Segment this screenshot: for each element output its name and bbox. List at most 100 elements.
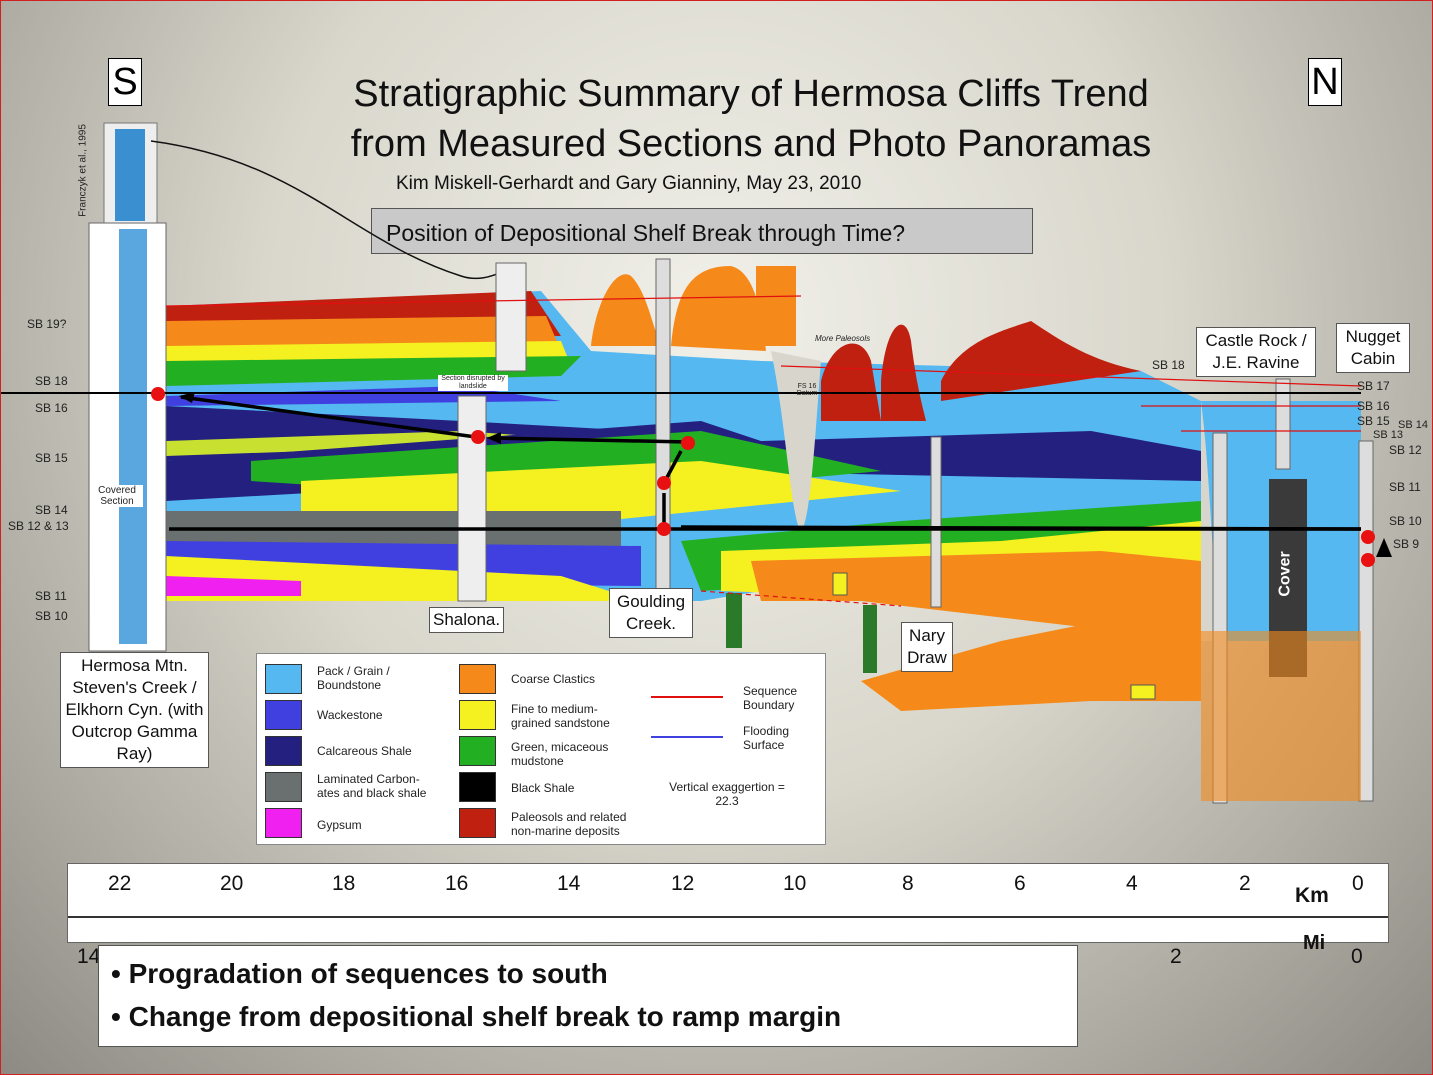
goulding-log bbox=[655, 258, 671, 590]
km-tick-4: 4 bbox=[1126, 872, 1138, 895]
legend-swatch-wackestone bbox=[265, 700, 302, 730]
shelf-break-point-2 bbox=[471, 430, 485, 444]
peak-2 bbox=[671, 266, 766, 351]
legend-label-laminated: Laminated Carbon-ates and black shale bbox=[317, 772, 427, 800]
arrowhead-hermosa bbox=[179, 392, 195, 403]
castle-rock-upper-log bbox=[1275, 378, 1291, 470]
sb-right-11: SB 11 bbox=[1389, 480, 1421, 494]
legend-label-paleosol: Paleosols and related non-marine deposit… bbox=[511, 810, 627, 838]
sb-left-16: SB 16 bbox=[35, 401, 68, 415]
sb-right-9: SB 9 bbox=[1393, 537, 1420, 551]
cross-section-diagram bbox=[1, 122, 1392, 804]
coarse-fan bbox=[861, 601, 1201, 711]
sb-right-10: SB 10 bbox=[1389, 514, 1422, 528]
sequence-boundary-lines bbox=[165, 295, 1362, 607]
arrow-goulding-shalona bbox=[490, 436, 689, 444]
shelf-break-arrows bbox=[1, 387, 1392, 567]
sb-left-12-13: SB 12 & 13 bbox=[8, 519, 69, 533]
legend-label-flooding: Flooding Surface bbox=[743, 724, 790, 752]
nugget-section-label: Nugget Cabin bbox=[1336, 323, 1410, 373]
legend-swatch-sandstone bbox=[459, 700, 496, 730]
bullet-2: • Change from depositional shelf break t… bbox=[111, 1001, 842, 1032]
km-tick-8: 8 bbox=[902, 872, 914, 895]
km-tick-12: 12 bbox=[671, 872, 695, 895]
legend-label-black-shale: Black Shale bbox=[511, 781, 575, 795]
hermosa-log-fill bbox=[119, 229, 147, 644]
section-logs bbox=[88, 222, 1374, 804]
legend-label-coarse: Coarse Clastics bbox=[511, 672, 596, 686]
page-title: Stratigraphic Summary of Hermosa Cliffs … bbox=[251, 69, 1251, 169]
km-tick-20: 20 bbox=[220, 872, 244, 895]
mi-tick-0: 0 bbox=[1351, 945, 1363, 968]
legend-label-mudstone: Green, micaceous mudstone bbox=[511, 740, 609, 768]
north-direction: N bbox=[1308, 58, 1342, 106]
goulding-lower-log bbox=[726, 593, 742, 648]
km-tick-2: 2 bbox=[1239, 872, 1251, 895]
legend-label-calcareous: Calcareous Shale bbox=[317, 744, 412, 758]
peak-2-side bbox=[756, 266, 796, 346]
paleosols-label: More Paleosols bbox=[815, 334, 871, 343]
exaggeration-label: Vertical exaggertion = 22.3 bbox=[669, 780, 785, 808]
castle-rock-section-label: Castle Rock / J.E. Ravine bbox=[1196, 327, 1316, 377]
sb17-line bbox=[780, 365, 1362, 387]
title-line-1: Stratigraphic Summary of Hermosa Cliffs … bbox=[353, 73, 1149, 115]
mudstone-top bbox=[166, 356, 581, 386]
km-tick-16: 16 bbox=[445, 872, 469, 895]
sb-right-17: SB 17 bbox=[1357, 379, 1390, 393]
sb10-line bbox=[700, 590, 902, 607]
mi-unit-label: Mi bbox=[1303, 932, 1326, 954]
strata-layers bbox=[166, 291, 1361, 711]
sb-left-11: SB 11 bbox=[35, 589, 67, 603]
arrow-shalona-hermosa bbox=[180, 395, 477, 439]
shelf-break-point-4 bbox=[657, 476, 671, 490]
scale-axis-line bbox=[68, 916, 1388, 918]
legend: Pack / Grain / Boundstone Wackestone Cal… bbox=[256, 653, 826, 845]
sb-left-15: SB 15 bbox=[35, 451, 68, 465]
franczyk-correlation-line bbox=[150, 140, 522, 279]
arrowhead-north bbox=[1376, 538, 1392, 557]
sb-right-12: SB 12 bbox=[1389, 443, 1422, 457]
shelf-break-point-3 bbox=[681, 436, 695, 450]
south-direction: S bbox=[108, 58, 142, 106]
goulding-section-label: Goulding Creek. bbox=[609, 588, 693, 638]
legend-label-sandstone: Fine to medium-grained sandstone bbox=[511, 702, 610, 730]
bullet-2-text: Change from depositional shelf break to … bbox=[128, 1001, 842, 1032]
bullet-1-text: Progradation of sequences to south bbox=[128, 958, 608, 989]
km-tick-10: 10 bbox=[783, 872, 807, 895]
shelf-break-point-6 bbox=[1361, 530, 1375, 544]
cliff-peaks bbox=[591, 266, 1221, 641]
franczyk-label: Franczyk et al., 1995 bbox=[77, 124, 89, 217]
legend-swatch-laminated bbox=[265, 772, 302, 802]
km-tick-22: 22 bbox=[108, 872, 132, 895]
sb-right-14: SB 14 bbox=[1398, 419, 1428, 431]
sb-right-15: SB 15 bbox=[1357, 414, 1390, 428]
nary-section-label: Nary Draw bbox=[901, 622, 953, 672]
valley-1 bbox=[771, 351, 821, 531]
castle-rock-lower bbox=[1201, 631, 1361, 801]
small-yellow-log bbox=[832, 572, 848, 596]
shalona-section-label: Shalona. bbox=[429, 607, 505, 633]
legend-line-sequence bbox=[651, 696, 723, 698]
km-unit-label: Km bbox=[1295, 884, 1329, 907]
shalona-log bbox=[457, 395, 487, 602]
nary-lower-log bbox=[863, 605, 877, 673]
legend-line-flooding bbox=[651, 736, 723, 738]
shelf-break-point-7 bbox=[1361, 553, 1375, 567]
fs16-label: FS 16 Datum bbox=[796, 383, 818, 397]
arrow-nugget-goulding bbox=[680, 525, 1362, 531]
sandstone-wedge bbox=[301, 461, 901, 521]
franczyk-label-wrap: Franczyk et al., 1995 bbox=[63, 124, 103, 219]
sb-left-19: SB 19? bbox=[27, 317, 67, 331]
arrowhead-shalona bbox=[487, 432, 501, 444]
km-tick-14: 14 bbox=[557, 872, 581, 895]
shelf-break-point-5 bbox=[657, 522, 671, 536]
sb-left-14: SB 14 bbox=[35, 503, 68, 517]
franczyk-log-fill bbox=[115, 129, 145, 221]
legend-swatch-paleosol bbox=[459, 808, 496, 838]
legend-swatch-calcareous bbox=[265, 736, 302, 766]
legend-swatch-mudstone bbox=[459, 736, 496, 766]
landslide-label: Section disrupted by landslide bbox=[438, 375, 508, 391]
legend-label-gypsum: Gypsum bbox=[317, 818, 362, 832]
legend-swatch-gypsum bbox=[265, 808, 302, 838]
